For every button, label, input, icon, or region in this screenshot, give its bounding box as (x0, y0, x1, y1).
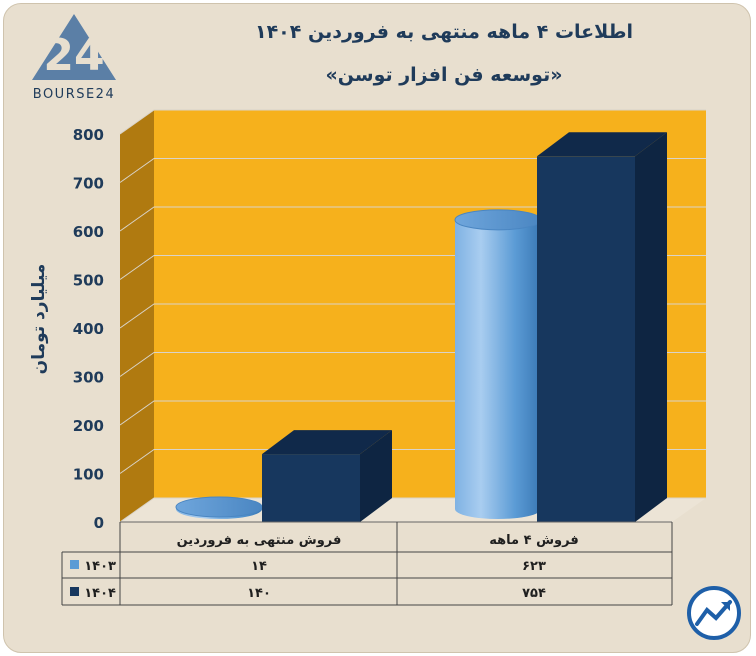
data-label: ۶۲۳ (522, 559, 546, 574)
logo-mark: 24 (43, 30, 104, 81)
y-axis-label: میلیارد تومان (29, 264, 49, 375)
y-tick-label: 200 (73, 417, 104, 435)
grid-line (119, 109, 706, 135)
trend-arrow-icon (695, 600, 732, 626)
grid-line (119, 206, 706, 232)
chart-subtitle: «توسعه فن افزار توسن» (326, 64, 563, 86)
bar-۱۴۰۳-1 (454, 209, 542, 519)
logo-text: BOURSE24 (33, 87, 115, 102)
bar-۱۴۰۳-0 (175, 496, 263, 519)
category-label: فروش ۴ ماهه (489, 533, 578, 548)
data-table: فروش منتهی به فروردین فروش ۴ ماهه ۱۴۰۳ ۱۴ ۶۲… (61, 521, 673, 606)
chart-title: اطلاعات ۴ ماهه منتهی به فروردین ۱۴۰۴ (255, 21, 633, 43)
y-tick-label: 600 (73, 223, 104, 241)
data-label: ۱۴۰ (247, 586, 271, 601)
data-label: ۷۵۴ (522, 586, 546, 601)
grid-line (119, 158, 706, 183)
legend-label: ۱۴۰۳ (84, 559, 116, 574)
y-tick-label: 400 (73, 320, 104, 338)
y-tick-label: 0 (94, 514, 104, 532)
legend-label: ۱۴۰۴ (84, 586, 116, 601)
legend-swatch (70, 587, 79, 596)
bourse24-logo: 24 BOURSE24 (32, 14, 116, 102)
data-label: ۱۴ (251, 559, 267, 574)
y-tick-label: 800 (73, 126, 104, 144)
legend-swatch (70, 560, 79, 569)
bourse24-round-logo (687, 586, 741, 640)
logo-triangle-icon (32, 14, 116, 80)
y-tick-labels: 0 100 200 300 400 500 600 700 800 (73, 126, 104, 532)
y-tick-label: 700 (73, 175, 104, 193)
bar-۱۴۰۴-0 (262, 430, 392, 522)
category-label: فروش منتهی به فروردین (177, 533, 342, 548)
bars (175, 132, 667, 522)
y-tick-label: 300 (73, 369, 104, 387)
chart-canvas: 24 BOURSE24 اطلاعات ۴ ماهه منتهی به فرور… (29, 14, 741, 640)
bar-۱۴۰۴-1 (537, 132, 667, 522)
y-tick-label: 100 (73, 466, 104, 484)
y-tick-label: 500 (73, 272, 104, 290)
chart-frame: 24 BOURSE24 اطلاعات ۴ ماهه منتهی به فرور… (3, 3, 751, 653)
